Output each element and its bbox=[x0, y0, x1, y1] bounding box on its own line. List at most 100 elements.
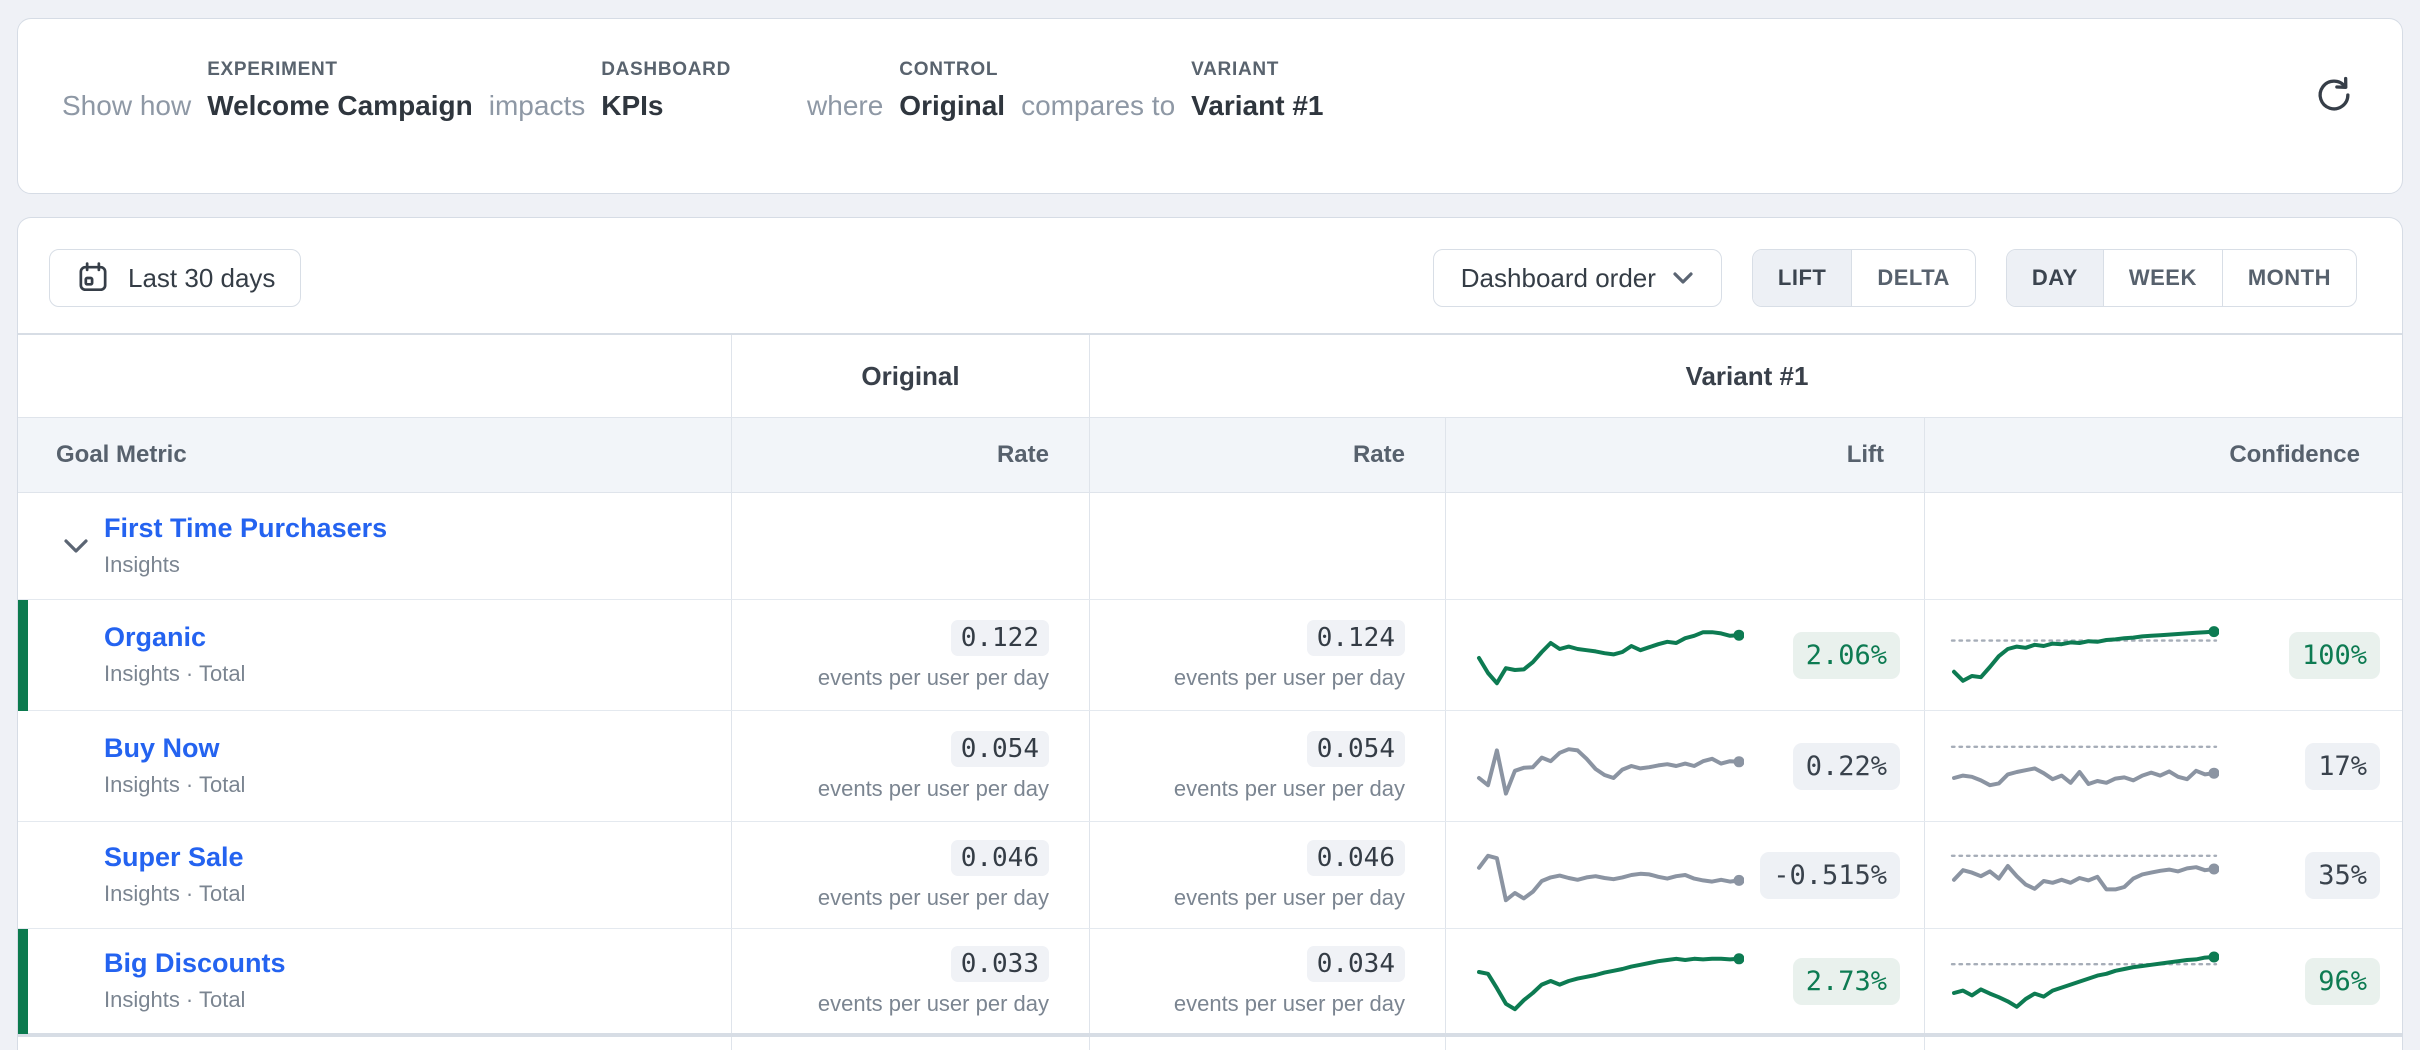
partial-cell bbox=[1924, 1037, 2402, 1050]
control-label: CONTROL bbox=[899, 59, 999, 80]
lift-cell: 2.73% bbox=[1445, 929, 1924, 1033]
experiment-value[interactable]: Welcome Campaign bbox=[207, 90, 473, 121]
variant-header-spacer bbox=[18, 335, 731, 417]
confidence-sparkline-chart bbox=[1950, 951, 2219, 1009]
experiment-selector[interactable]: EXPERIMENT Welcome Campaign bbox=[207, 59, 473, 122]
metric-row: Organic Insights · Total 0.122 events pe… bbox=[18, 600, 2402, 711]
metric-subtitle: Insights · Total bbox=[104, 660, 246, 686]
variant-rate-unit: events per user per day bbox=[1173, 884, 1405, 910]
confidence-value-badge: 35% bbox=[2305, 851, 2380, 899]
group-empty-cell bbox=[1089, 493, 1445, 599]
mode-toggle-delta[interactable]: DELTA bbox=[1851, 250, 1975, 306]
group-subtitle: Insights bbox=[104, 551, 180, 577]
dashboard-order-dropdown[interactable]: Dashboard order bbox=[1432, 249, 1722, 307]
group-name-link[interactable]: First Time Purchasers bbox=[104, 513, 388, 544]
metric-row: Super Sale Insights · Total 0.046 events… bbox=[18, 822, 2402, 929]
partial-cell bbox=[1445, 1037, 1924, 1050]
control-rate-unit: events per user per day bbox=[817, 884, 1049, 910]
metric-name-link[interactable]: Super Sale bbox=[104, 842, 244, 873]
variant-column-header: Variant #1 bbox=[1089, 335, 2402, 417]
mode-toggle-lift[interactable]: LIFT bbox=[1752, 250, 1852, 306]
metric-row: Buy Now Insights · Total 0.054 events pe… bbox=[18, 711, 2402, 822]
control-value[interactable]: Original bbox=[899, 90, 1006, 121]
partial-cell bbox=[1089, 1037, 1445, 1050]
variant-rate-cell: 0.034 events per user per day bbox=[1089, 929, 1445, 1033]
lift-sparkline-chart bbox=[1477, 747, 1744, 796]
confidence-value-badge: 17% bbox=[2305, 742, 2380, 790]
refresh-icon bbox=[2312, 73, 2356, 117]
chevron-down-icon bbox=[1672, 271, 1694, 285]
granularity-toggle-week[interactable]: WEEK bbox=[2102, 250, 2222, 306]
control-rate-cell: 0.046 events per user per day bbox=[731, 822, 1089, 928]
results-table: Original Variant #1 Goal Metric Rate Rat… bbox=[18, 333, 2402, 1050]
lift-value-badge: 2.73% bbox=[1792, 957, 1900, 1005]
calendar-icon bbox=[75, 260, 111, 296]
table-variant-header-row: Original Variant #1 bbox=[18, 333, 2402, 417]
variant-rate-value: 0.124 bbox=[1306, 619, 1405, 656]
dashboard-value[interactable]: KPIs bbox=[601, 90, 664, 121]
variant-rate-value: 0.034 bbox=[1306, 945, 1405, 982]
lift-value-badge: -0.515% bbox=[1760, 851, 1900, 899]
control-rate-value: 0.122 bbox=[950, 619, 1049, 656]
granularity-toggle-month[interactable]: MONTH bbox=[2221, 250, 2356, 306]
control-rate-unit: events per user per day bbox=[817, 775, 1049, 801]
control-rate-cell: 0.054 events per user per day bbox=[731, 711, 1089, 821]
metric-name-link[interactable]: Organic bbox=[104, 622, 207, 653]
control-rate-cell: 0.122 events per user per day bbox=[731, 600, 1089, 710]
sentence-where: where bbox=[807, 90, 884, 121]
confidence-sparkline-chart bbox=[1950, 745, 2219, 788]
variant-rate-value: 0.046 bbox=[1306, 839, 1405, 876]
variant-rate-unit: events per user per day bbox=[1173, 775, 1405, 801]
control-column-header: Original bbox=[731, 335, 1089, 417]
confidence-cell: 35% bbox=[1924, 822, 2402, 928]
group-empty-cell bbox=[1924, 493, 2402, 599]
lift-cell: 0.22% bbox=[1445, 711, 1924, 821]
sentence-intro: Show how bbox=[62, 90, 192, 121]
metric-subtitle: Insights · Total bbox=[104, 986, 246, 1012]
confidence-sparkline-chart bbox=[1950, 626, 2219, 683]
variant-label: VARIANT bbox=[1191, 59, 1280, 80]
lift-cell: -0.515% bbox=[1445, 822, 1924, 928]
granularity-toggle-day[interactable]: DAY bbox=[2006, 250, 2103, 306]
mode-toggle: LIFT DELTA bbox=[1751, 249, 1976, 307]
granularity-toggle: DAY WEEK MONTH bbox=[2005, 249, 2357, 307]
refresh-button[interactable] bbox=[2310, 71, 2358, 119]
date-range-button[interactable]: Last 30 days bbox=[49, 249, 302, 307]
metric-group-row: First Time Purchasers Insights bbox=[18, 493, 2402, 600]
metric-row: Big Discounts Insights · Total 0.033 eve… bbox=[18, 929, 2402, 1037]
group-expander-chevron-down-icon[interactable] bbox=[58, 533, 94, 559]
variant-rate-header: Rate bbox=[1089, 418, 1445, 492]
confidence-sparkline-chart bbox=[1950, 854, 2219, 892]
variant-rate-cell: 0.054 events per user per day bbox=[1089, 711, 1445, 821]
metric-name-cell: Big Discounts Insights · Total bbox=[18, 929, 731, 1033]
confidence-value-badge: 100% bbox=[2288, 631, 2380, 679]
partial-cell bbox=[731, 1037, 1089, 1050]
dashboard-selector[interactable]: DASHBOARD KPIs bbox=[601, 59, 731, 122]
dashboard-label: DASHBOARD bbox=[601, 59, 732, 80]
sentence-compares-to: compares to bbox=[1021, 90, 1176, 121]
confidence-cell: 100% bbox=[1924, 600, 2402, 710]
control-rate-unit: events per user per day bbox=[817, 664, 1049, 690]
control-selector[interactable]: CONTROL Original bbox=[899, 59, 1005, 122]
metric-name-link[interactable]: Buy Now bbox=[104, 733, 220, 764]
control-rate-value: 0.054 bbox=[950, 730, 1049, 767]
confidence-cell: 96% bbox=[1924, 929, 2402, 1033]
dashboard-results-card: Last 30 days Dashboard order LIFT DELTA … bbox=[17, 217, 2403, 1050]
variant-rate-unit: events per user per day bbox=[1173, 664, 1405, 690]
lift-value-badge: 0.22% bbox=[1792, 742, 1900, 790]
winner-indicator-bar bbox=[18, 600, 28, 711]
group-empty-cell bbox=[731, 493, 1089, 599]
metric-name-link[interactable]: Big Discounts bbox=[104, 948, 286, 979]
metric-name-cell: Organic Insights · Total bbox=[18, 600, 731, 710]
variant-value[interactable]: Variant #1 bbox=[1191, 90, 1324, 121]
lift-sparkline-chart bbox=[1477, 953, 1744, 1012]
lift-value-badge: 2.06% bbox=[1792, 631, 1900, 679]
confidence-cell: 17% bbox=[1924, 711, 2402, 821]
report-header-card: Show how EXPERIMENT Welcome Campaign imp… bbox=[17, 18, 2403, 194]
variant-rate-value: 0.054 bbox=[1306, 730, 1405, 767]
partial-next-row bbox=[18, 1037, 2402, 1050]
control-rate-cell: 0.033 events per user per day bbox=[731, 929, 1089, 1033]
control-rate-value: 0.033 bbox=[950, 945, 1049, 982]
variant-selector[interactable]: VARIANT Variant #1 bbox=[1191, 59, 1323, 122]
